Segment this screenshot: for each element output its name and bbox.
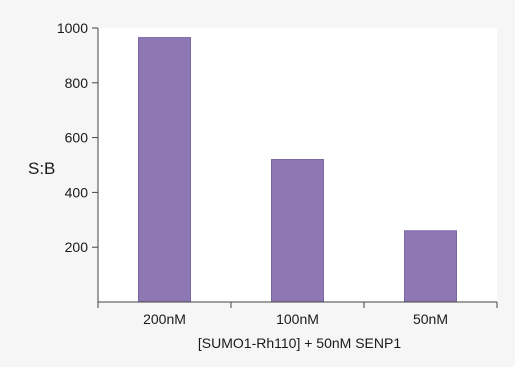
y-tick-label: 400 [65, 184, 89, 200]
y-tick-label: 200 [65, 239, 89, 255]
y-axis-label: S:B [28, 159, 55, 178]
bar-50nM [404, 230, 457, 303]
x-tick-label: 50nM [413, 311, 448, 327]
bars-group [138, 37, 457, 303]
axes-group [97, 28, 497, 303]
x-axis-label: [SUMO1-Rh110] + 50nM SENP1 [198, 335, 401, 351]
y-tick-label: 800 [65, 75, 89, 91]
x-tick-label: 100nM [276, 311, 319, 327]
bar-200nM [138, 37, 191, 303]
y-tick-label: 600 [65, 130, 89, 146]
x-ticks-group: 200nM 100nM 50nM [97, 302, 498, 327]
bar-100nM [271, 159, 324, 303]
x-tick-label: 200nM [143, 311, 186, 327]
y-tick-label: 1000 [57, 20, 88, 36]
y-ticks-group: 200 400 800 600 1000 [57, 20, 98, 255]
